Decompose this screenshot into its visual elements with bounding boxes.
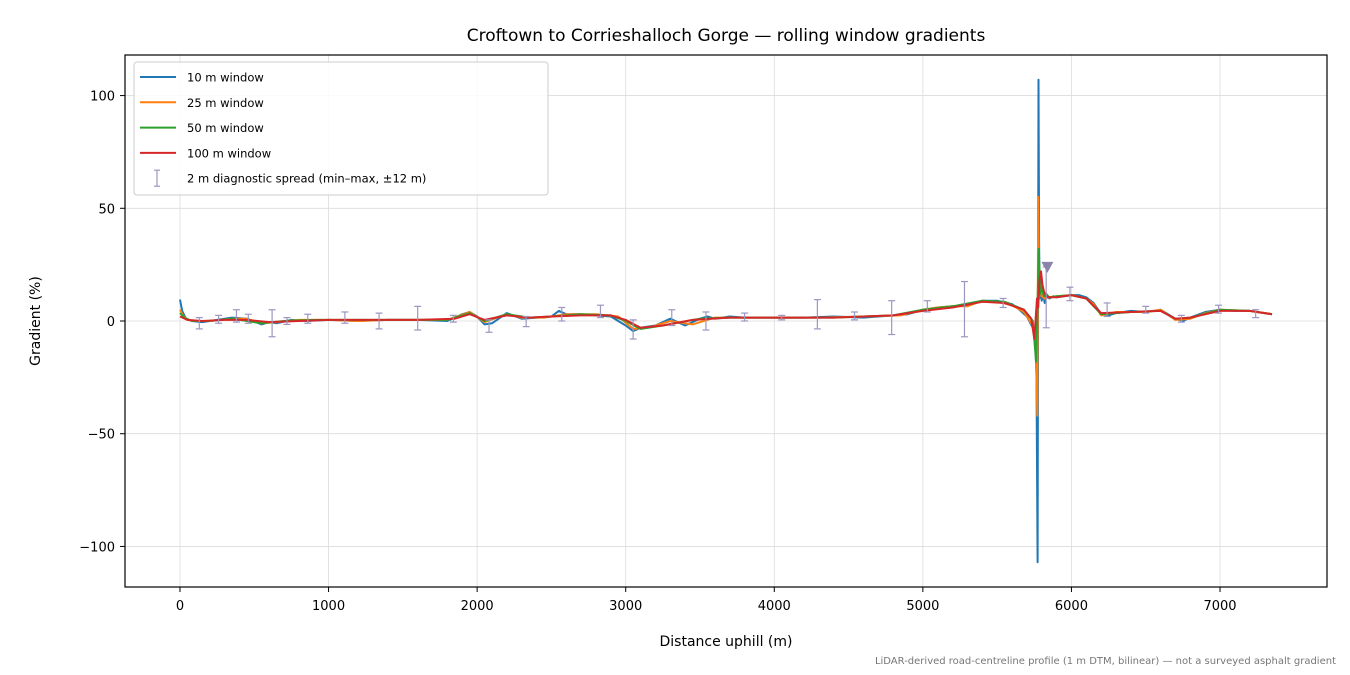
legend-label: 100 m window	[187, 146, 271, 160]
chart-footnote: LiDAR-derived road-centreline profile (1…	[874, 656, 1336, 667]
x-tick-label: 7000	[1203, 599, 1236, 614]
error-bar	[1142, 305, 1150, 314]
error-bar	[960, 280, 968, 338]
series-line-3	[179, 247, 1273, 363]
x-tick-label: 3000	[609, 599, 642, 614]
error-bar	[629, 319, 637, 340]
y-tick-label: 0	[107, 315, 115, 330]
y-tick-label: −100	[79, 540, 115, 555]
error-bar	[485, 319, 493, 333]
chart-title: Croftown to Corrieshalloch Gorge — rolli…	[467, 26, 986, 46]
legend-label: 50 m window	[187, 121, 264, 135]
x-tick-label: 1000	[312, 599, 345, 614]
y-tick-label: 50	[98, 202, 115, 217]
x-tick-label: 4000	[758, 599, 791, 614]
error-bar	[414, 305, 422, 331]
error-bar	[341, 311, 349, 324]
error-bar	[375, 312, 383, 330]
series-layer	[179, 78, 1273, 564]
error-bar	[1066, 286, 1074, 302]
error-bar	[741, 312, 749, 322]
error-bar	[1252, 309, 1260, 319]
error-bar	[522, 315, 530, 328]
legend-entry: 2 m diagnostic spread (min–max, ±12 m)	[154, 169, 426, 187]
legend-entry: 10 m window	[140, 71, 264, 85]
error-bar	[268, 309, 276, 338]
x-tick-label: 5000	[906, 599, 939, 614]
error-bar	[923, 300, 931, 313]
x-tick-label: 0	[176, 599, 184, 614]
error-bar	[851, 311, 859, 321]
x-tick-label: 6000	[1055, 599, 1088, 614]
series-line-2	[179, 196, 1273, 417]
error-bar	[813, 298, 821, 330]
axis-ticks: 0 1000 2000 3000 4000 5000 6000 7000 −100 −50 0 50 1…	[79, 90, 1236, 614]
y-tick-label: −50	[88, 428, 115, 443]
error-bar	[304, 313, 312, 324]
error-bar-layer	[195, 261, 1260, 340]
legend-entry: 100 m window	[140, 146, 271, 160]
series-line-4	[179, 270, 1273, 340]
error-bar	[558, 306, 566, 322]
x-axis-label: Distance uphill (m)	[660, 634, 793, 650]
error-bar	[668, 309, 676, 327]
y-axis-label: Gradient (%)	[28, 276, 44, 366]
error-bar	[596, 304, 604, 319]
error-bar	[888, 300, 896, 336]
legend-entry: 25 m window	[140, 96, 264, 110]
error-bar	[702, 311, 710, 331]
error-bar	[195, 317, 203, 330]
legend-entry: 50 m window	[140, 121, 264, 135]
error-bar	[449, 314, 457, 323]
legend-label: 2 m diagnostic spread (min–max, ±12 m)	[187, 172, 426, 186]
error-bar	[999, 297, 1007, 309]
error-bar	[1103, 302, 1111, 318]
error-bar	[244, 313, 252, 324]
error-bar	[283, 317, 291, 325]
spread-marker	[1041, 261, 1054, 273]
legend-label: 10 m window	[187, 71, 264, 85]
legend-label: 25 m window	[187, 96, 264, 110]
legend-box	[133, 61, 549, 196]
y-tick-label: 100	[90, 90, 115, 105]
error-bar	[215, 314, 223, 324]
error-bar	[1177, 314, 1185, 323]
error-bar	[1215, 304, 1223, 314]
legend: 10 m window 25 m window 50 m window 100 m w…	[133, 61, 549, 196]
error-bar	[778, 314, 786, 321]
error-bar	[232, 309, 240, 323]
x-tick-label: 2000	[461, 599, 494, 614]
